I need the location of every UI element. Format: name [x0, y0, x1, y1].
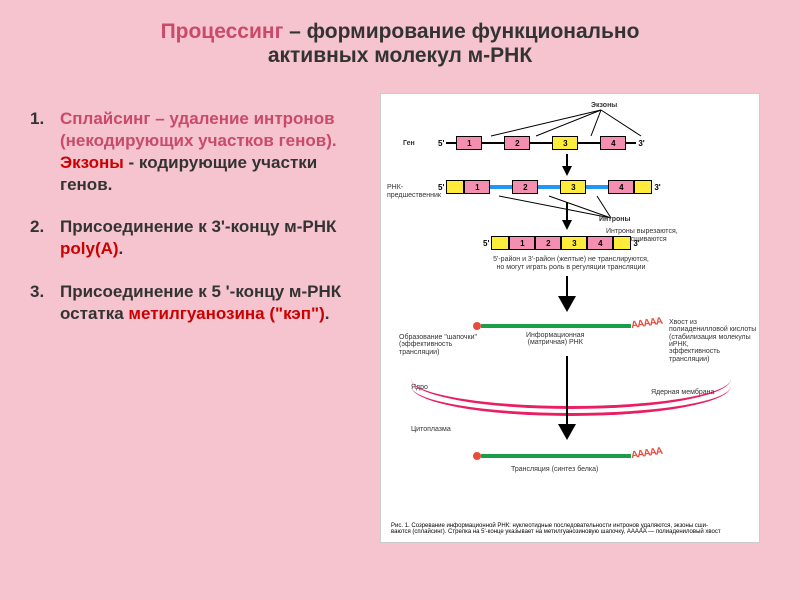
- polyA-tail: AAAAA: [630, 316, 662, 331]
- arrow-line: [566, 276, 568, 298]
- utr-3: [613, 236, 631, 250]
- gene-line: [482, 142, 504, 144]
- list-number: 2.: [30, 216, 60, 260]
- exon-box: 4: [587, 236, 613, 250]
- list-item: 3.Присоединение к 5 '-концу м-РНК остатк…: [30, 281, 370, 325]
- gene-line: [530, 142, 552, 144]
- list-text-span: .: [325, 304, 330, 323]
- list-container: 1.Сплайсинг – удаление интронов (некодир…: [30, 108, 370, 325]
- gene-line: [626, 142, 636, 144]
- arrow-down-big-icon: [558, 296, 576, 312]
- five-prime-1: 5': [438, 139, 444, 148]
- exon-box: 1: [509, 236, 535, 250]
- title-line2: активных молекул м-РНК: [60, 44, 740, 68]
- three-prime-3: 3': [633, 239, 639, 248]
- list-text-span: Экзоны: [60, 153, 124, 172]
- arrow-down-icon: [562, 166, 572, 176]
- label-nuclear-membrane: Ядерная мембрана: [651, 389, 714, 396]
- exon-box: 2: [535, 236, 561, 250]
- list-text-span: Присоединение к 3'-концу м-РНК: [60, 217, 336, 236]
- exon-box: 1: [464, 180, 490, 194]
- utr-3: [634, 180, 652, 194]
- cap-dot-icon: [473, 452, 481, 460]
- arrow-line: [566, 202, 568, 222]
- five-prime-3: 5': [483, 239, 489, 248]
- utr-5: [446, 180, 464, 194]
- gene-line: [446, 142, 456, 144]
- label-translation: Трансляция (синтез белка): [511, 466, 598, 473]
- arrow-down-big-icon: [558, 424, 576, 440]
- pre-mrna-row: 5' 1 2 3 4 3': [436, 180, 663, 194]
- list-text: Сплайсинг – удаление интронов (некодирую…: [60, 108, 370, 196]
- label-utr-note: 5'-район и 3'-район (желтые) не транслир…: [471, 256, 671, 271]
- list-text-span: метилгуанозина ("кэп"): [128, 304, 324, 323]
- intron-segment: [586, 185, 608, 189]
- left-column: 1.Сплайсинг – удаление интронов (некодир…: [30, 93, 370, 543]
- joined-exons-row: 5' 1 2 3 4 3': [481, 236, 642, 250]
- exon-box: 2: [512, 180, 538, 194]
- slide: Процессинг – формирование функционально …: [0, 0, 800, 600]
- label-cytoplasm: Цитоплазма: [411, 426, 451, 433]
- exon-pointer-lines: [481, 108, 661, 138]
- list-text-span: Сплайсинг – удаление интронов (некодирую…: [60, 109, 337, 150]
- list-number: 3.: [30, 281, 60, 325]
- list-text-span: .: [119, 239, 124, 258]
- polyA-tail: AAAAA: [630, 446, 662, 461]
- title-highlight: Процессинг: [161, 20, 284, 43]
- exon-box: 3: [560, 180, 586, 194]
- intron-pointer-lines: [481, 194, 681, 220]
- list-item: 2.Присоединение к 3'-концу м-РНК poly(A)…: [30, 216, 370, 260]
- five-prime-2: 5': [438, 183, 444, 192]
- list-text: Присоединение к 3'-концу м-РНК poly(A).: [60, 216, 370, 260]
- exon-box: 3: [552, 136, 578, 150]
- label-introns: Интроны: [599, 216, 630, 223]
- exon-box: 4: [608, 180, 634, 194]
- exon-box: 4: [600, 136, 626, 150]
- arrow-down-icon: [562, 220, 572, 230]
- label-mrna: Информационная (матричная) РНК: [526, 332, 584, 347]
- list-number: 1.: [30, 108, 60, 196]
- diagram-panel: Экзоны Ген 5' 1 2 3 4 3': [380, 93, 760, 543]
- cap-dot-icon: [473, 322, 481, 330]
- exon-box: 1: [456, 136, 482, 150]
- nuclear-membrane-line2: [411, 356, 731, 416]
- mrna-bar: [481, 454, 631, 458]
- mrna-bar: [481, 324, 631, 328]
- label-cap-note: Образование "шапочки" (эффективность тра…: [399, 334, 479, 356]
- intron-segment: [490, 185, 512, 189]
- three-prime-2: 3': [654, 183, 660, 192]
- content-row: 1.Сплайсинг – удаление интронов (некодир…: [0, 83, 800, 543]
- list-text-span: poly(A): [60, 239, 119, 258]
- utr-5: [491, 236, 509, 250]
- title-rest1: – формирование функционально: [283, 20, 639, 43]
- label-gene: Ген: [403, 140, 415, 147]
- intron-segment: [538, 185, 560, 189]
- list-text: Присоединение к 5 '-концу м-РНК остатка …: [60, 281, 370, 325]
- gene-line: [578, 142, 600, 144]
- title-bar: Процессинг – формирование функционально …: [0, 0, 800, 83]
- label-precursor: РНК-предшественник: [387, 184, 437, 199]
- exon-box: 3: [561, 236, 587, 250]
- gene-row: 5' 1 2 3 4 3': [436, 136, 647, 150]
- title-line1: Процессинг – формирование функционально: [60, 20, 740, 44]
- arrow-line: [566, 356, 568, 426]
- figure-caption: Рис. 1. Созревание информационной РНК: н…: [391, 523, 749, 536]
- three-prime-1: 3': [638, 139, 644, 148]
- exon-box: 2: [504, 136, 530, 150]
- list-item: 1.Сплайсинг – удаление интронов (некодир…: [30, 108, 370, 196]
